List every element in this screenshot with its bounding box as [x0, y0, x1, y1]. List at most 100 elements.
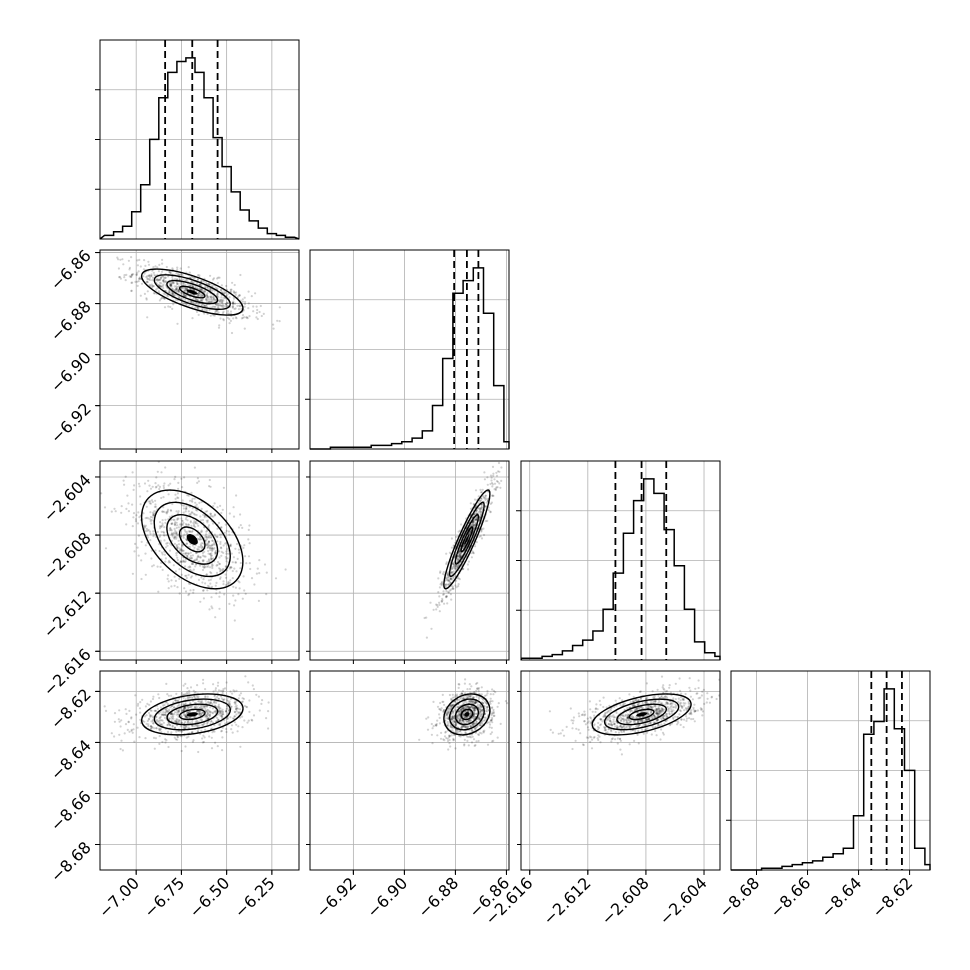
sample-point: [469, 700, 472, 703]
sample-point: [613, 722, 616, 726]
sample-point: [174, 475, 177, 478]
sample-point: [666, 709, 670, 712]
sample-point: [430, 627, 433, 630]
sample-point: [183, 713, 186, 717]
sample-point: [488, 721, 491, 724]
sample-point: [608, 716, 611, 719]
sample-point: [219, 546, 223, 549]
sample-point: [232, 302, 235, 305]
sample-point: [471, 700, 474, 704]
sample-point: [202, 706, 205, 709]
sample-point: [113, 712, 117, 715]
sample-point: [145, 516, 149, 519]
sample-point: [162, 276, 165, 279]
sample-point: [209, 582, 212, 585]
sample-point: [636, 707, 639, 710]
sample-point: [430, 722, 433, 726]
sample-point: [148, 278, 152, 282]
sample-point: [173, 575, 176, 578]
sample-point: [143, 526, 146, 529]
sample-point: [168, 290, 171, 293]
sample-point: [219, 689, 223, 692]
sample-point: [199, 299, 203, 302]
sample-point: [482, 730, 485, 733]
sample-point: [176, 266, 179, 269]
sample-point: [151, 285, 154, 288]
sample-point: [489, 482, 492, 486]
sample-point: [205, 573, 208, 577]
sample-point: [210, 536, 213, 539]
sample-point: [226, 301, 230, 304]
sample-point: [223, 531, 226, 534]
sample-point: [150, 709, 153, 712]
sample-point: [258, 709, 261, 712]
sample-point: [489, 697, 492, 700]
sample-point: [188, 545, 191, 549]
sample-point: [229, 543, 232, 546]
sample-point: [468, 719, 471, 722]
sample-point: [679, 699, 682, 702]
sample-point: [176, 545, 179, 549]
sample-point: [225, 529, 228, 533]
sample-point: [180, 703, 183, 707]
sample-point: [141, 719, 145, 723]
sample-point: [174, 294, 177, 297]
sample-point: [477, 716, 480, 719]
sample-point: [170, 522, 173, 526]
sample-point: [206, 536, 209, 539]
sample-point: [197, 709, 200, 713]
sample-point: [215, 564, 218, 567]
sample-point: [116, 256, 119, 259]
sample-point: [445, 561, 448, 564]
sample-point: [190, 705, 193, 708]
sample-point: [207, 540, 211, 543]
sample-point: [163, 510, 166, 513]
sample-point: [242, 697, 245, 701]
sample-point: [143, 525, 146, 528]
sample-point: [125, 712, 128, 716]
sample-point: [180, 560, 183, 564]
sample-point: [222, 310, 225, 313]
sample-point: [473, 714, 476, 718]
sample-point: [452, 565, 455, 569]
sample-point: [656, 712, 659, 716]
sample-point: [164, 466, 167, 469]
sample-point: [228, 581, 231, 584]
sample-point: [125, 273, 128, 276]
sample-point: [620, 719, 623, 723]
sample-point: [462, 720, 465, 723]
sample-point: [477, 510, 480, 514]
sample-point: [225, 557, 228, 560]
sample-point: [181, 545, 184, 548]
sample-point: [209, 300, 212, 303]
sample-point: [448, 735, 452, 738]
sample-point: [451, 567, 454, 570]
sample-point: [216, 292, 219, 296]
sample-point: [136, 522, 140, 525]
sample-point: [451, 704, 454, 707]
sample-point: [210, 720, 213, 723]
density-contour-2: [448, 698, 485, 731]
sample-point: [146, 280, 149, 284]
sample-point: [189, 551, 192, 554]
sample-point: [241, 597, 244, 600]
sample-point: [149, 487, 153, 490]
sample-point: [480, 709, 483, 712]
sample-point: [226, 548, 229, 551]
sample-point: [469, 712, 472, 715]
sample-point: [160, 551, 163, 554]
sample-point: [206, 712, 209, 716]
sample-point: [468, 715, 471, 718]
sample-point: [250, 718, 253, 722]
sample-point: [491, 711, 494, 715]
sample-point: [171, 502, 174, 506]
sample-point: [163, 306, 167, 309]
sample-point: [160, 496, 163, 500]
sample-point: [158, 729, 161, 732]
sample-point: [479, 715, 482, 718]
sample-point: [221, 508, 224, 511]
sample-point: [197, 713, 201, 716]
sample-point: [463, 725, 466, 728]
sample-point: [207, 542, 210, 545]
